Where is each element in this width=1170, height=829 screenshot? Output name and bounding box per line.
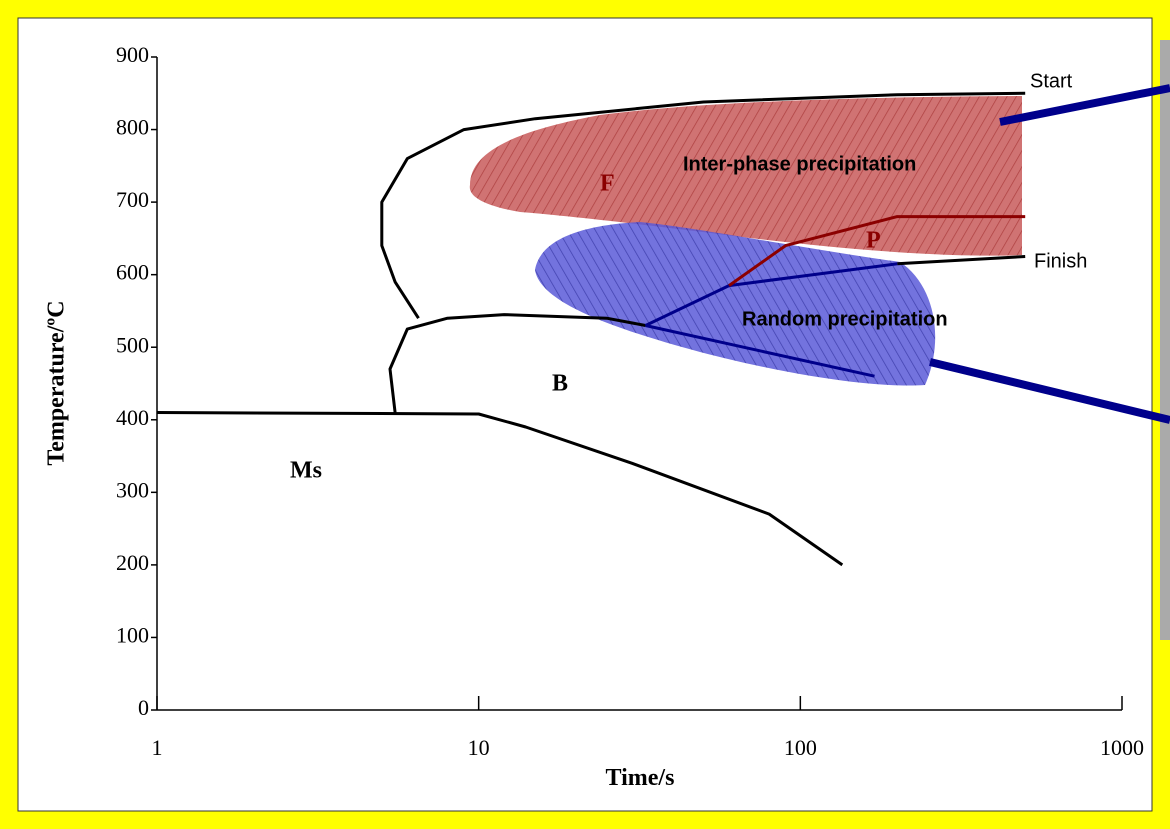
annotation: B (552, 371, 568, 397)
interphase-region (469, 96, 1023, 256)
x-tick-label: 1 (152, 735, 163, 760)
y-tick-label: 700 (116, 187, 149, 212)
arrow (999, 84, 1170, 126)
x-tick-label: 10 (468, 735, 490, 760)
annotation: Finish (1034, 250, 1087, 272)
annotation: Random precipitation (742, 308, 948, 330)
curve (156, 411, 844, 567)
annotation: Inter-phase precipitation (683, 153, 916, 175)
y-tick-label: 200 (116, 550, 149, 575)
annotation: F (600, 171, 615, 197)
y-axis-label: Temperature/ºC (44, 300, 70, 465)
y-tick-label: 600 (116, 260, 149, 285)
curve (380, 91, 1026, 320)
y-tick-label: 800 (116, 115, 149, 140)
y-tick-label: 500 (116, 332, 149, 357)
arrow (929, 358, 1170, 424)
annotation: P (866, 228, 881, 254)
curve (728, 215, 1026, 287)
curve (388, 313, 646, 413)
y-tick-label: 0 (138, 695, 149, 720)
annotation: Start (1030, 70, 1073, 92)
curve (897, 255, 1026, 266)
y-tick-label: 400 (116, 405, 149, 430)
y-tick-label: 100 (116, 622, 149, 647)
y-tick-label: 900 (116, 42, 149, 67)
x-tick-label: 1000 (1100, 735, 1144, 760)
x-axis-label: Time/s (606, 765, 675, 791)
x-tick-label: 100 (784, 735, 817, 760)
annotation: Ms (290, 458, 322, 484)
curve (645, 324, 875, 378)
y-tick-label: 300 (116, 477, 149, 502)
micrograph (1160, 40, 1170, 640)
random-region (535, 222, 936, 386)
